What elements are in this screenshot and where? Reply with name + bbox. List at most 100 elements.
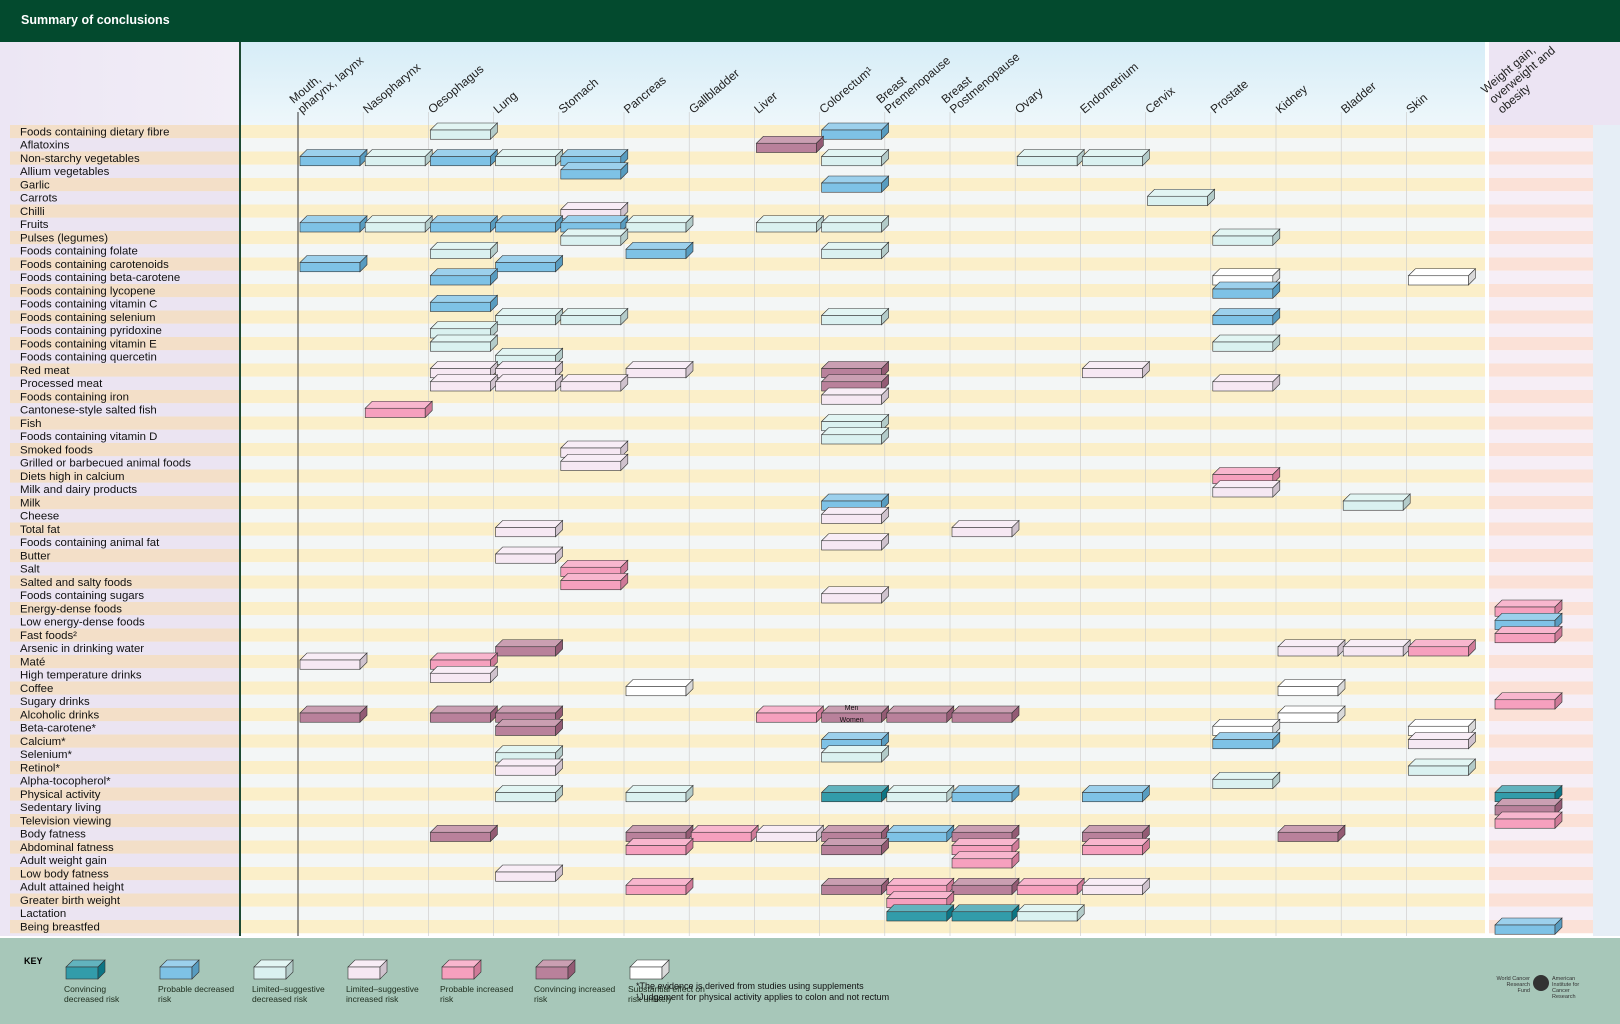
row-band-label — [10, 655, 240, 669]
key-item-cd: Convincing decreased risk — [64, 958, 148, 1004]
cell-pd — [429, 294, 499, 313]
row-band-label — [10, 641, 240, 655]
box-top — [1081, 361, 1151, 369]
box-front — [951, 884, 1013, 895]
row-band — [240, 403, 1487, 417]
row-label: Greater birth weight — [20, 895, 121, 907]
cell-ci — [1494, 798, 1563, 816]
cell-pi — [625, 837, 694, 856]
row-label: Salt — [20, 564, 40, 576]
cell-li — [820, 387, 890, 405]
box-top — [1494, 599, 1563, 608]
box-side — [1142, 784, 1150, 803]
row-band — [240, 204, 1487, 218]
row-band-label — [10, 853, 240, 867]
box-side — [490, 241, 498, 260]
row-band-label — [10, 681, 240, 695]
box-top — [820, 175, 890, 184]
row-band-obesity — [1487, 217, 1593, 231]
row-label: Cantonese-style salted fish — [20, 405, 157, 417]
box-top — [494, 758, 564, 767]
cell-li — [494, 546, 564, 564]
cell-pi — [951, 851, 1020, 869]
box-top — [299, 652, 368, 661]
row-label: Body fatness — [20, 829, 86, 841]
box-top — [494, 745, 564, 754]
cell-pi — [1494, 599, 1563, 617]
box-top — [625, 838, 694, 846]
page-title: Summary of conclusions — [21, 13, 170, 27]
row-band — [240, 694, 1487, 708]
cell-pd — [1212, 281, 1281, 299]
cell-annotation: Men — [845, 705, 859, 712]
cell-li — [820, 586, 890, 604]
box-front — [560, 460, 622, 471]
box-top — [1081, 149, 1151, 157]
row-band-obesity — [1487, 456, 1593, 470]
box-side — [881, 586, 889, 604]
cell-ld — [494, 148, 564, 167]
row-band-label — [10, 893, 240, 907]
cell-li — [1407, 731, 1477, 750]
box-top — [429, 334, 499, 343]
box-front — [560, 235, 622, 246]
box-top — [755, 705, 825, 714]
box-front — [1408, 739, 1469, 750]
row-label: Foods containing sugars — [20, 590, 144, 602]
cell-ld — [820, 215, 890, 233]
row-label: Milk and dairy products — [20, 484, 137, 496]
box-top — [1494, 692, 1563, 701]
key-item-li: Limited–suggestive increased risk — [346, 958, 430, 1004]
row-band-label — [10, 840, 240, 854]
box-front — [625, 222, 687, 233]
cell-pi — [1494, 625, 1563, 644]
box-front — [821, 315, 882, 326]
row-label: Cheese — [20, 511, 59, 523]
row-band-obesity — [1487, 244, 1593, 258]
box-front — [560, 169, 622, 180]
row-label: Abdominal fatness — [20, 842, 114, 854]
row-band-label — [10, 257, 240, 271]
box-front — [629, 966, 663, 980]
box-front — [1277, 646, 1339, 657]
box-front — [1082, 792, 1143, 803]
box-front — [495, 262, 556, 273]
box-front — [495, 725, 556, 736]
box-top — [560, 202, 629, 210]
row-band-label — [10, 906, 240, 920]
cell-pi — [1494, 692, 1563, 710]
box-side — [1272, 731, 1281, 750]
row-band-label — [10, 178, 240, 192]
key-item-ld: Limited–suggestive decreased risk — [252, 958, 336, 1004]
box-side — [1554, 692, 1563, 710]
box-front — [560, 381, 622, 392]
box-front — [1212, 315, 1274, 326]
row-band-obesity — [1487, 496, 1593, 510]
box-top — [690, 824, 759, 833]
row-label: Retinol* — [20, 762, 60, 774]
box-side — [685, 678, 694, 697]
box-front — [756, 712, 817, 723]
box-top — [951, 824, 1020, 833]
box-top — [1277, 705, 1346, 714]
box-front — [690, 831, 752, 842]
box-front — [1082, 884, 1143, 895]
cell-no — [1277, 705, 1346, 723]
row-label: Foods containing iron — [20, 391, 129, 403]
box-front — [951, 858, 1013, 869]
note-physical-activity: ¹Judgement for physical activity applies… — [636, 992, 890, 1002]
box-front — [430, 712, 491, 723]
box-top — [1212, 308, 1281, 316]
row-band-label — [10, 867, 240, 881]
box-front — [1212, 288, 1274, 299]
row-band-obesity — [1487, 297, 1593, 311]
box-top — [1494, 612, 1563, 621]
box-front — [253, 966, 287, 980]
row-band — [240, 191, 1487, 205]
row-band-obesity — [1487, 363, 1593, 377]
box-side — [1076, 904, 1085, 922]
box-top — [429, 149, 499, 157]
cell-cd — [886, 904, 955, 922]
row-band-label — [10, 708, 240, 722]
box-top — [1277, 679, 1346, 687]
